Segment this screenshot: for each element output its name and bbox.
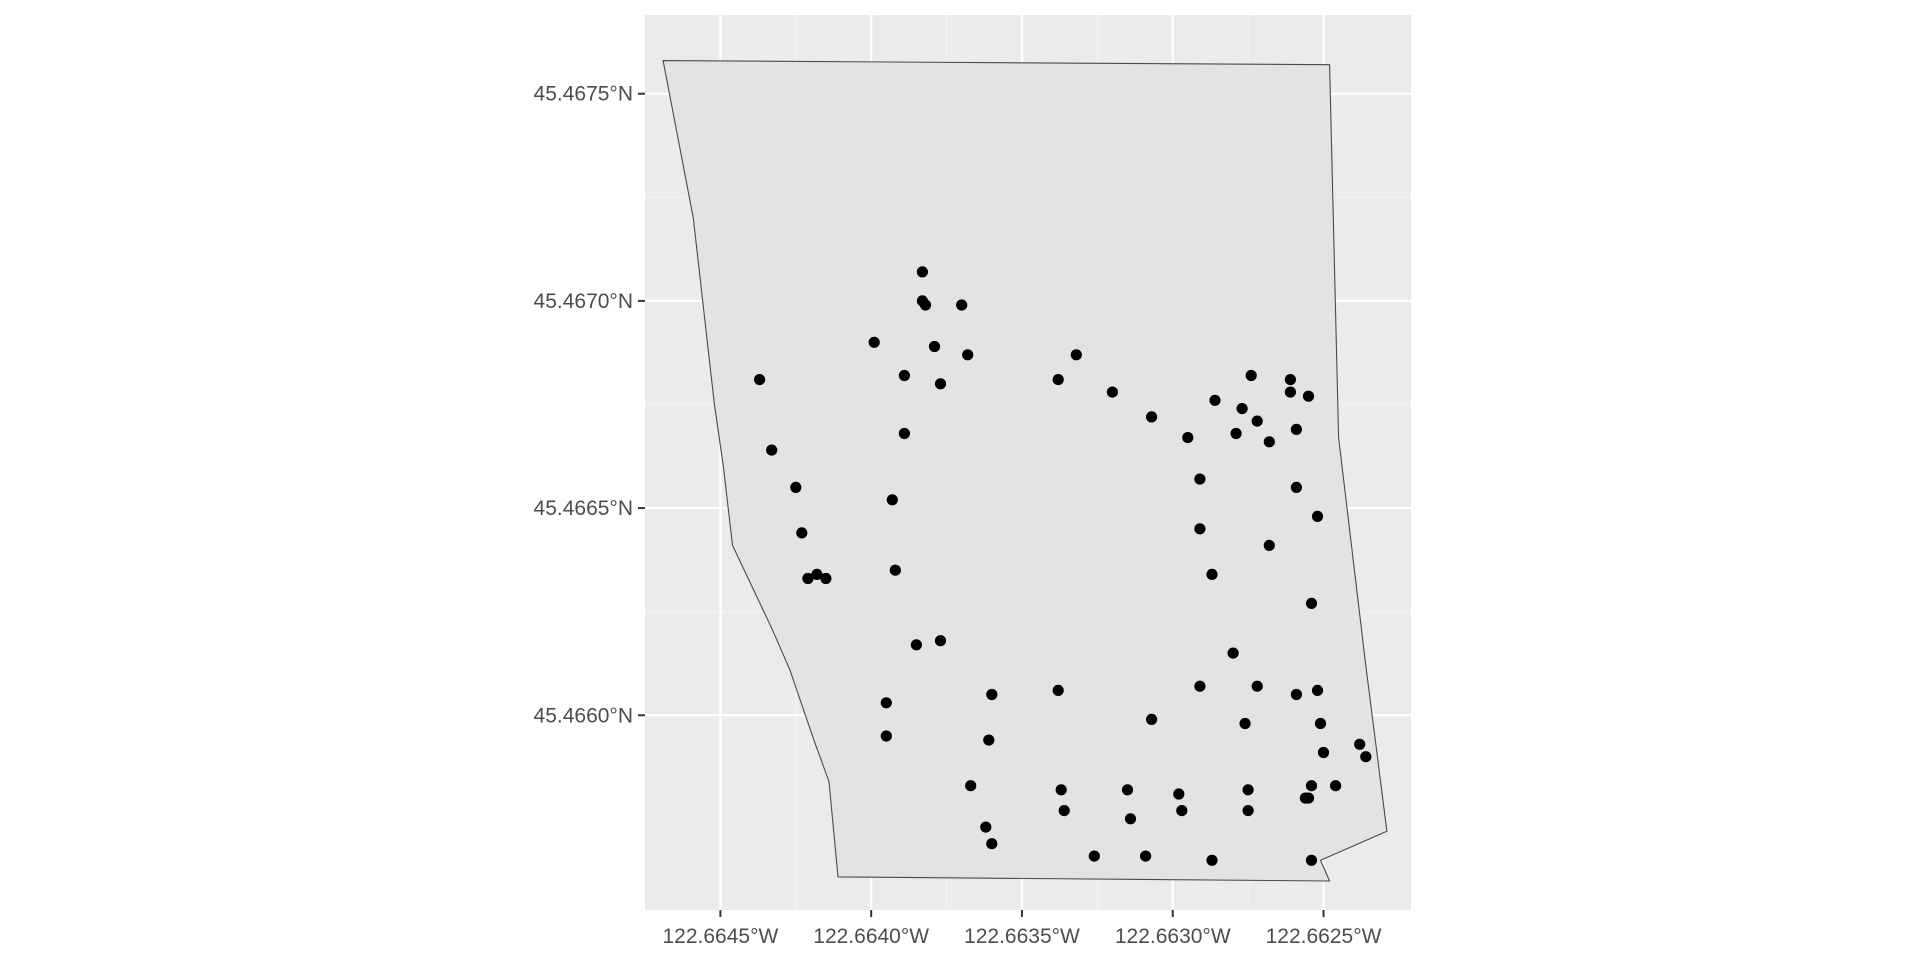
y-tick-label: 45.4665°N [534, 497, 633, 520]
data-point [898, 369, 911, 382]
data-point [1311, 510, 1324, 522]
data-point [1242, 805, 1254, 817]
data-point [1290, 481, 1302, 493]
data-point [802, 572, 814, 585]
data-point [1299, 792, 1311, 804]
data-point [928, 340, 941, 353]
data-point [910, 639, 923, 651]
x-tick-label: 122.6630°W [1115, 925, 1231, 948]
data-point [934, 635, 947, 647]
data-point [754, 374, 766, 386]
point-layer [754, 266, 1372, 866]
data-point [1263, 436, 1275, 448]
data-point [1121, 784, 1134, 796]
x-tick-label: 122.6625°W [1266, 925, 1382, 948]
data-point [1305, 854, 1318, 866]
data-point [1206, 854, 1218, 866]
data-point [1311, 684, 1324, 697]
data-point [983, 734, 995, 746]
data-point [1284, 374, 1296, 386]
data-point [1251, 415, 1263, 427]
data-point [916, 266, 929, 278]
data-point [1290, 423, 1302, 435]
data-point [1052, 684, 1064, 697]
data-point [1330, 780, 1342, 792]
boundary-polygon [662, 60, 1388, 882]
data-point [1146, 411, 1158, 423]
x-axis: 122.6645°W 122.6640°W 122.6635°W 122.6630°W… [662, 910, 1382, 948]
data-point [766, 444, 778, 456]
data-point [1194, 680, 1206, 692]
data-point [1070, 349, 1082, 361]
data-point [1052, 374, 1064, 386]
data-point [1263, 539, 1275, 552]
data-point [790, 481, 802, 493]
data-point [1173, 788, 1185, 800]
data-point [1251, 680, 1263, 692]
data-point [820, 572, 832, 585]
data-point [934, 378, 947, 390]
data-point [1227, 647, 1239, 659]
data-point [965, 780, 977, 792]
data-point [1194, 523, 1206, 535]
data-point [880, 730, 892, 742]
data-point [1146, 713, 1158, 726]
y-tick-label: 45.4670°N [534, 290, 633, 313]
data-point [1245, 369, 1257, 382]
data-point [1106, 386, 1118, 398]
data-point [1284, 386, 1296, 398]
data-point [986, 838, 998, 850]
data-point [1305, 597, 1318, 610]
data-point [1317, 746, 1330, 759]
data-point [886, 494, 898, 506]
data-point [1354, 738, 1366, 750]
data-point [889, 564, 901, 576]
data-point [898, 427, 911, 440]
data-point [1206, 568, 1218, 581]
y-axis: 45.4675°N 45.4670°N 45.4665°N 45.4660°N [534, 83, 645, 727]
data-point [956, 299, 968, 311]
data-point [1230, 427, 1242, 440]
data-point [1302, 390, 1315, 402]
y-tick-label: 45.4675°N [534, 83, 633, 106]
data-point [962, 349, 974, 361]
data-point [980, 821, 992, 833]
data-point [868, 336, 880, 348]
data-point [919, 299, 932, 311]
data-point [986, 688, 998, 701]
data-point [880, 697, 892, 709]
data-point [1182, 432, 1194, 444]
y-tick-label: 45.4660°N [534, 704, 633, 727]
data-point [1242, 784, 1254, 796]
data-point [811, 568, 823, 581]
data-point [1058, 805, 1070, 817]
x-tick-label: 122.6645°W [662, 925, 778, 948]
data-point [1055, 784, 1067, 796]
data-point [1290, 688, 1302, 701]
x-tick-label: 122.6635°W [964, 925, 1080, 948]
x-tick-label: 122.6640°W [813, 925, 929, 948]
data-point [1305, 780, 1318, 792]
data-point [1088, 850, 1100, 862]
data-point [1194, 473, 1206, 485]
data-point [1360, 751, 1372, 763]
data-point [796, 527, 808, 539]
data-point [1176, 805, 1188, 817]
data-point [1124, 813, 1137, 825]
data-point [1209, 394, 1221, 406]
data-point [1239, 717, 1251, 730]
data-point [1314, 717, 1327, 730]
data-point [1140, 850, 1152, 862]
data-point [1236, 403, 1248, 415]
